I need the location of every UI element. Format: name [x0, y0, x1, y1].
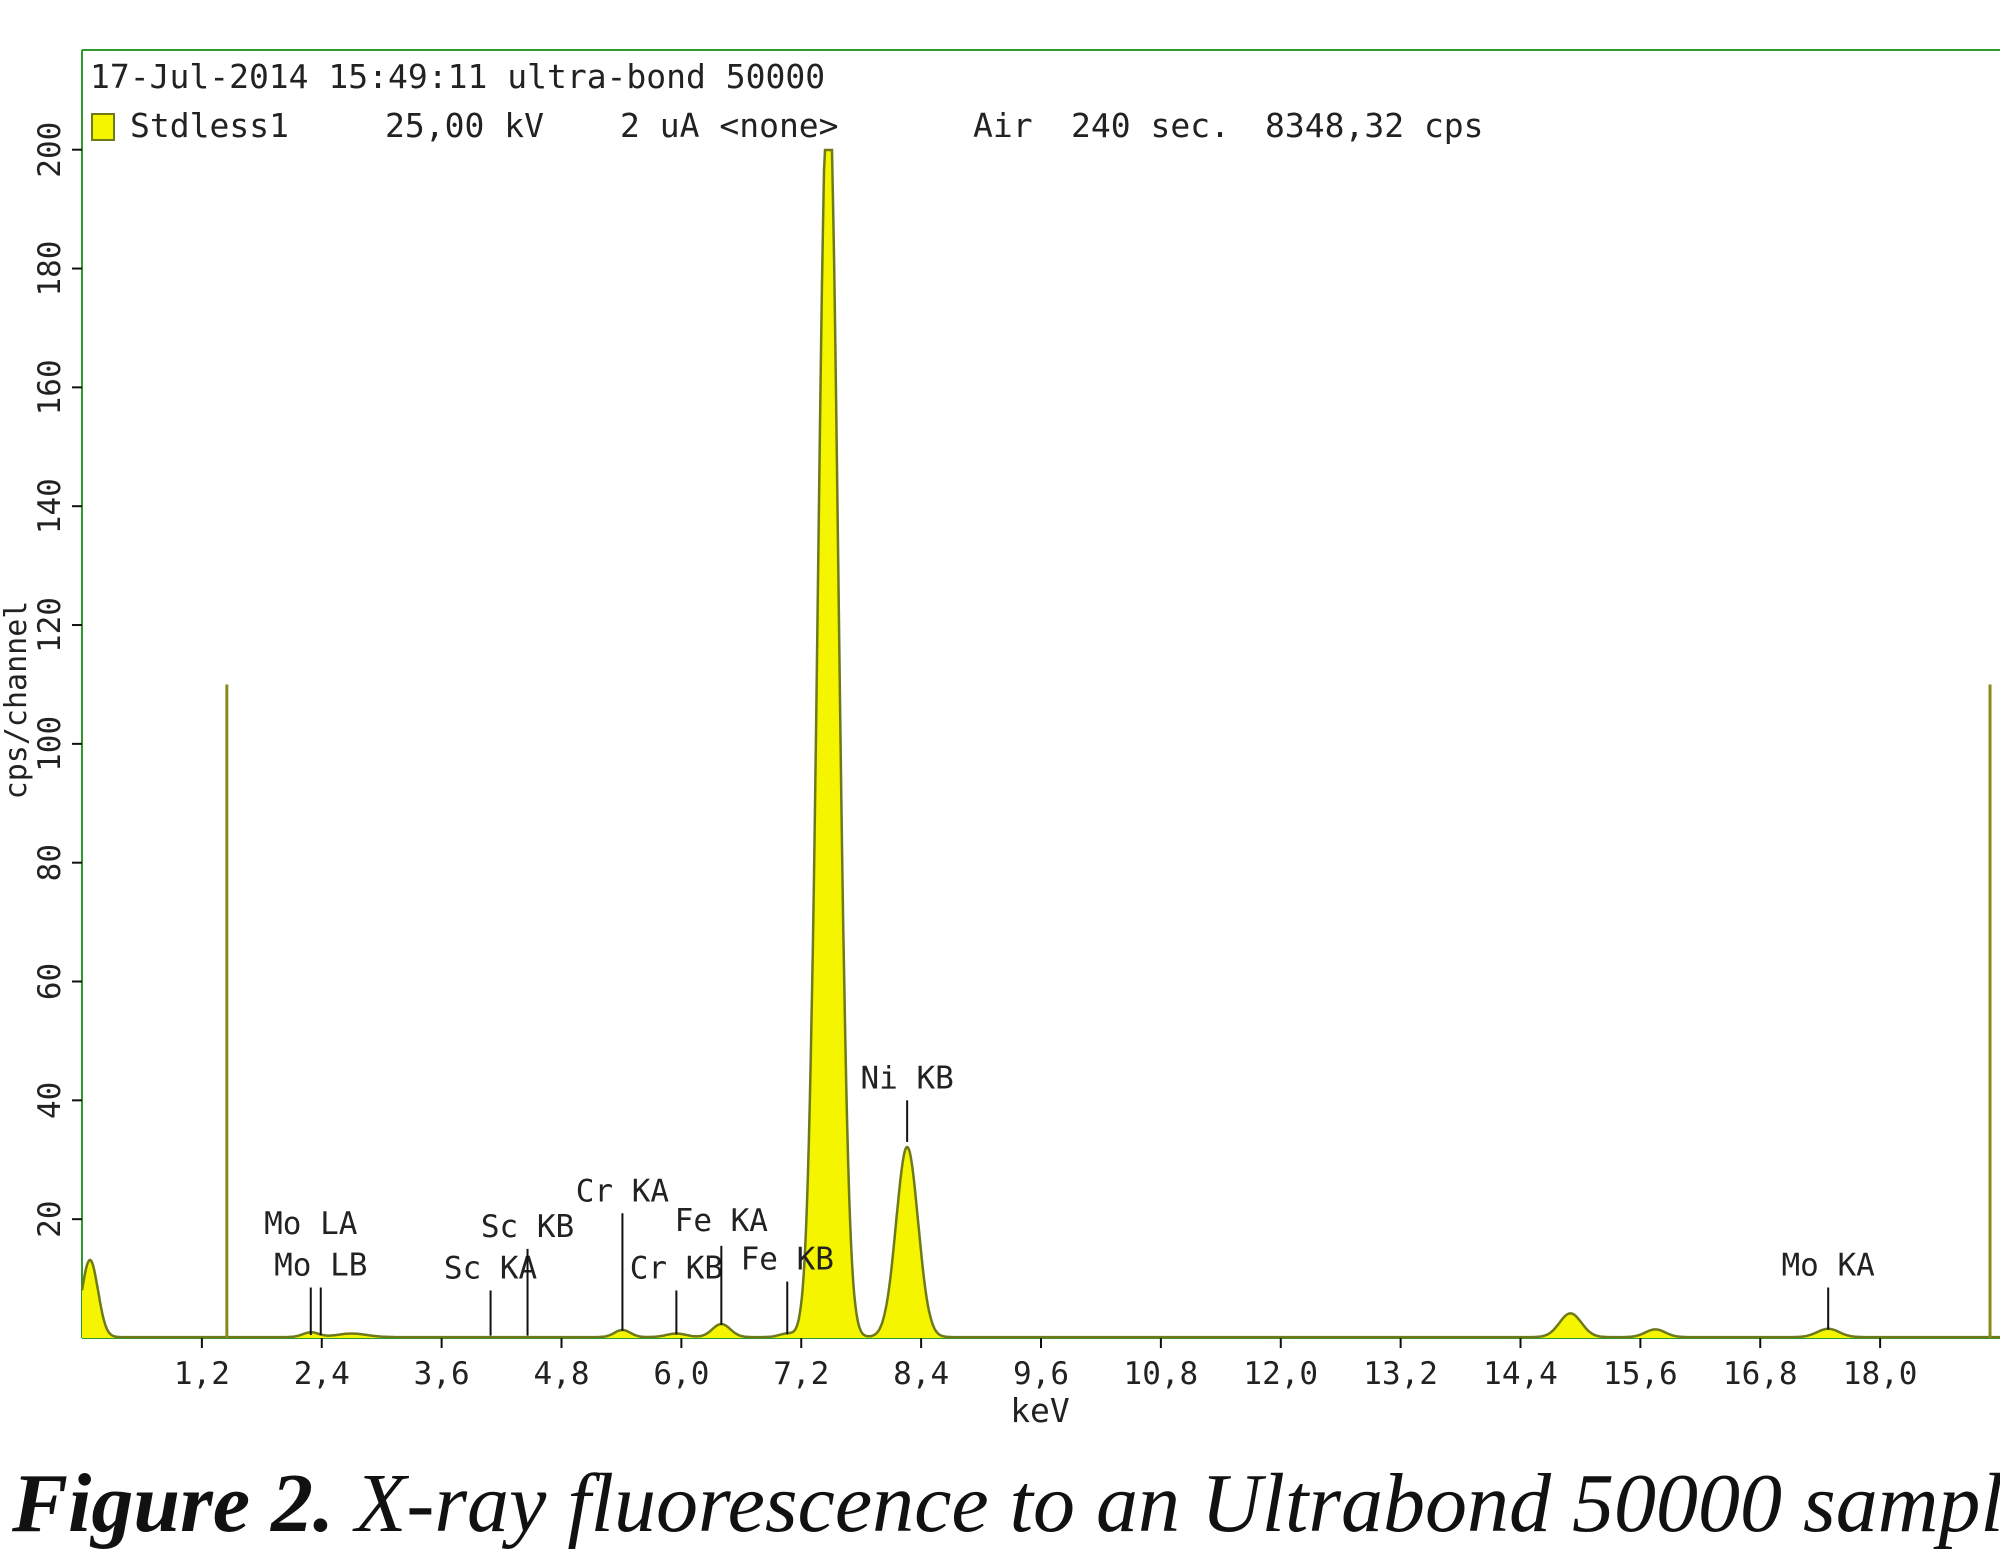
legend-series-name: Stdless1 [130, 106, 289, 145]
x-tick-label: 1,2 [174, 1356, 230, 1392]
peak-label: Sc KA [444, 1251, 538, 1287]
peak-label: Ni KB [860, 1060, 953, 1096]
peak-label: Mo LB [274, 1248, 367, 1284]
y-axis-label: cps/channel [0, 601, 34, 800]
x-tick-label: 8,4 [893, 1356, 949, 1392]
peak-label: Fe KA [675, 1203, 769, 1239]
legend-swatch [91, 113, 115, 141]
x-tick-label: 13,2 [1363, 1356, 1438, 1392]
x-tick-label: 12,0 [1243, 1356, 1318, 1392]
peak-label: Mo KA [1782, 1248, 1876, 1284]
x-tick-label: 4,8 [534, 1356, 590, 1392]
x-tick-label: 15,6 [1603, 1356, 1678, 1392]
header-time: 240 sec. [1071, 106, 1230, 145]
y-tick-label: 180 [32, 241, 68, 297]
caption-text: X-ray fluorescence to an Ultrabond 50000… [355, 1457, 2000, 1550]
x-tick-label: 14,4 [1483, 1356, 1558, 1392]
y-tick-label: 60 [32, 963, 68, 1000]
x-tick-label: 7,2 [773, 1356, 829, 1392]
peak-label: Cr KA [576, 1173, 670, 1209]
y-tick-label: 40 [32, 1082, 68, 1119]
header-atmosphere: Air [973, 106, 1033, 145]
y-tick-label: 200 [32, 122, 68, 178]
header-rate: 8348,32 cps [1265, 106, 1484, 145]
peak-label: Fe KB [741, 1242, 834, 1278]
x-tick-label: 2,4 [294, 1356, 350, 1392]
spectrum-fill [82, 150, 2000, 1338]
header-voltage: 25,00 kV [385, 106, 544, 145]
caption-lead: Figure 2. [12, 1457, 335, 1550]
y-tick-label: 80 [32, 844, 68, 881]
y-tick-label: 160 [32, 359, 68, 415]
x-tick-label: 10,8 [1124, 1356, 1199, 1392]
y-tick-label: 120 [32, 597, 68, 653]
x-tick-label: 16,8 [1723, 1356, 1798, 1392]
x-tick-label: 6,0 [653, 1356, 709, 1392]
spectrum-curve [80, 148, 2000, 1339]
header-current: 2 uA <none> [620, 106, 839, 145]
peak-label: Sc KB [481, 1209, 574, 1245]
y-tick-label: 140 [32, 478, 68, 534]
peak-label: Mo LA [264, 1206, 358, 1242]
y-tick-label: 100 [32, 716, 68, 772]
y-tick-label: 20 [32, 1201, 68, 1238]
x-axis-label: keV [1010, 1391, 1070, 1430]
x-tick-label: 18,0 [1843, 1356, 1918, 1392]
x-tick-label: 9,6 [1013, 1356, 1069, 1392]
peak-label: Cr KB [630, 1251, 723, 1287]
header-line1: 17-Jul-2014 15:49:11 ultra-bond 50000 [90, 57, 825, 96]
x-tick-label: 3,6 [414, 1356, 470, 1392]
figure-caption: Figure 2. X-ray fluorescence to an Ultra… [12, 1455, 2000, 1552]
